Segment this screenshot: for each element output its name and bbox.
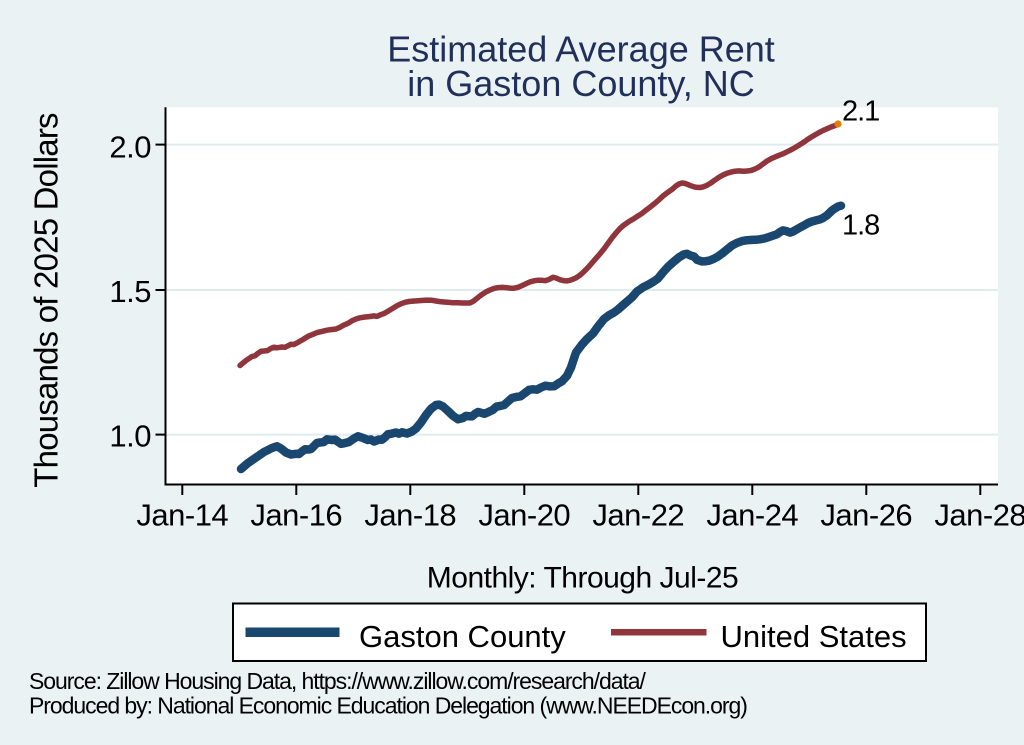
svg-text:Jan-20: Jan-20 bbox=[478, 498, 570, 533]
svg-text:Jan-28: Jan-28 bbox=[934, 498, 1024, 533]
svg-text:in Gaston County, NC: in Gaston County, NC bbox=[407, 63, 754, 104]
svg-text:Jan-24: Jan-24 bbox=[706, 498, 798, 533]
svg-text:Jan-18: Jan-18 bbox=[364, 498, 456, 533]
svg-text:Jan-16: Jan-16 bbox=[250, 498, 342, 533]
svg-text:Monthly: Through Jul-25: Monthly: Through Jul-25 bbox=[427, 562, 738, 595]
svg-text:Jan-26: Jan-26 bbox=[820, 498, 912, 533]
svg-text:Source: Zillow Housing Data, h: Source: Zillow Housing Data, https://www… bbox=[29, 668, 647, 694]
svg-text:Thousands of 2025 Dollars: Thousands of 2025 Dollars bbox=[28, 113, 65, 488]
svg-text:Jan-22: Jan-22 bbox=[592, 498, 684, 533]
svg-text:1.5: 1.5 bbox=[109, 274, 151, 309]
svg-text:1.0: 1.0 bbox=[109, 419, 151, 454]
svg-text:2.1: 2.1 bbox=[842, 96, 879, 128]
svg-text:2.0: 2.0 bbox=[109, 130, 151, 165]
svg-text:Estimated Average Rent: Estimated Average Rent bbox=[387, 29, 775, 70]
svg-text:Gaston County: Gaston County bbox=[359, 619, 566, 654]
svg-text:Jan-14: Jan-14 bbox=[136, 498, 228, 533]
svg-text:United States: United States bbox=[721, 619, 907, 654]
svg-text:Produced by: National Economic: Produced by: National Economic Education… bbox=[29, 693, 747, 719]
svg-text:1.8: 1.8 bbox=[842, 210, 879, 242]
